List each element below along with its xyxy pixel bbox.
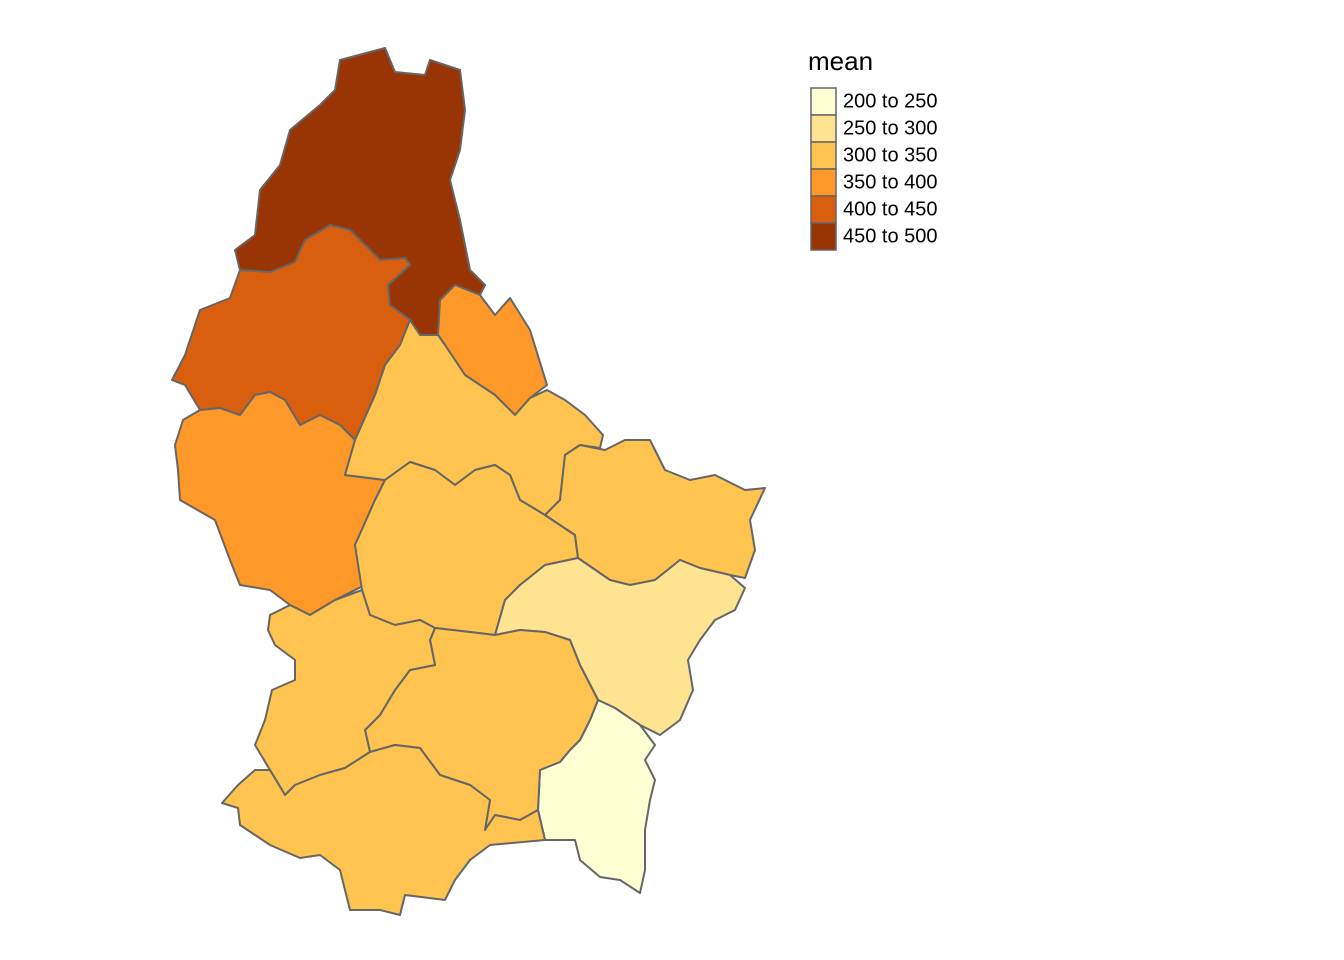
legend-swatch — [810, 168, 837, 197]
legend-swatch — [810, 195, 837, 224]
legend-swatch — [810, 114, 837, 143]
legend-label: 200 to 250 — [843, 90, 938, 112]
legend-swatch — [810, 222, 837, 251]
cantons — [171, 47, 766, 916]
legend-label: 400 to 450 — [843, 198, 938, 220]
legend-label: 250 to 300 — [843, 117, 938, 139]
legend: 200 to 250 250 to 300 300 to 350 350 to 400… — [810, 87, 938, 251]
canton — [254, 589, 436, 796]
legend-label: 350 to 400 — [843, 171, 938, 193]
canton — [221, 744, 546, 916]
legend-label: 300 to 350 — [843, 144, 938, 166]
legend-label: 450 to 500 — [843, 225, 938, 247]
legend-swatch — [810, 141, 837, 170]
legend-swatch — [810, 87, 837, 116]
legend-title: mean — [808, 46, 873, 76]
